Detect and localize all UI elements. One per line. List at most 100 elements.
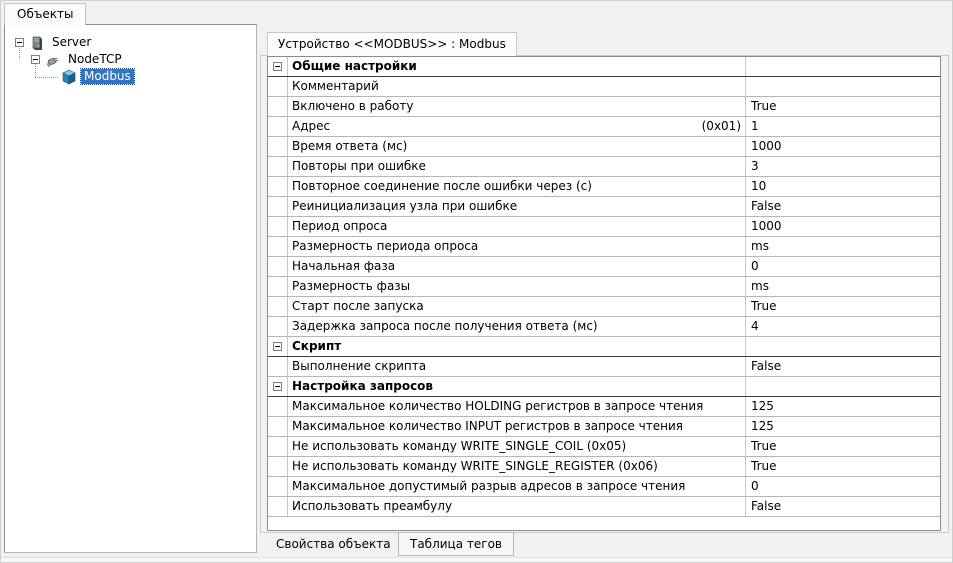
property-row[interactable]: Размерность периода опроса ms: [268, 237, 940, 257]
expander-cell[interactable]: [268, 57, 288, 76]
property-value-cell[interactable]: True: [746, 97, 940, 116]
property-value-cell[interactable]: True: [746, 437, 940, 456]
tab-device-modbus[interactable]: Устройство <<MODBUS>> : Modbus: [267, 32, 517, 56]
tree-item-label[interactable]: NodeTCP: [68, 52, 122, 66]
property-value-cell[interactable]: True: [746, 297, 940, 316]
property-name-cell[interactable]: Комментарий: [288, 77, 746, 96]
property-value-cell[interactable]: False: [746, 357, 940, 376]
property-value-cell[interactable]: 125: [746, 417, 940, 436]
property-group-row[interactable]: Скрипт: [268, 337, 940, 357]
property-name-cell[interactable]: Не использовать команду WRITE_SINGLE_COI…: [288, 437, 746, 456]
property-value-cell[interactable]: 1000: [746, 137, 940, 156]
property-name: Старт после запуска: [292, 299, 424, 313]
property-row[interactable]: Адрес (0x01) 1: [268, 117, 940, 137]
property-name-cell[interactable]: Адрес (0x01): [288, 117, 746, 136]
property-row[interactable]: Повторы при ошибке 3: [268, 157, 940, 177]
property-row[interactable]: Размерность фазы ms: [268, 277, 940, 297]
tree-collapse-toggle[interactable]: [31, 55, 40, 64]
tab-object-properties[interactable]: Свойства объекта: [265, 533, 402, 556]
expander-cell[interactable]: [268, 337, 288, 356]
property-value-cell[interactable]: 0: [746, 257, 940, 276]
property-name-cell[interactable]: Размерность периода опроса: [288, 237, 746, 256]
property-value-cell[interactable]: [746, 377, 940, 396]
property-name-cell[interactable]: Скрипт: [288, 337, 746, 356]
property-name: Использовать преамбулу: [292, 499, 453, 513]
property-value-cell[interactable]: [746, 57, 940, 76]
property-value-cell[interactable]: 4: [746, 317, 940, 336]
property-value-cell[interactable]: False: [746, 497, 940, 516]
property-row[interactable]: Время ответа (мс) 1000: [268, 137, 940, 157]
property-row[interactable]: Начальная фаза 0: [268, 257, 940, 277]
property-name-cell[interactable]: Включено в работу: [288, 97, 746, 116]
bottom-tab-strip: Свойства объекта Таблица тегов: [260, 532, 949, 558]
property-group-row[interactable]: Настройка запросов: [268, 377, 940, 397]
object-tree-panel[interactable]: Server NodeTCP Modbus: [4, 24, 257, 553]
property-row[interactable]: Использовать преамбулу False: [268, 497, 940, 517]
property-name-cell[interactable]: Старт после запуска: [288, 297, 746, 316]
property-row[interactable]: Не использовать команду WRITE_SINGLE_REG…: [268, 457, 940, 477]
tree-item-modbus[interactable]: Modbus: [5, 68, 256, 85]
group-collapse-toggle[interactable]: [273, 62, 282, 71]
property-row[interactable]: Задержка запроса после получения ответа …: [268, 317, 940, 337]
tree-item-label[interactable]: Modbus: [80, 68, 135, 85]
property-name-cell[interactable]: Общие настройки: [288, 57, 746, 76]
group-collapse-toggle[interactable]: [273, 382, 282, 391]
property-row[interactable]: Повторное соединение после ошибки через …: [268, 177, 940, 197]
property-name-cell[interactable]: Начальная фаза: [288, 257, 746, 276]
expander-cell[interactable]: [268, 377, 288, 396]
property-group-row[interactable]: Общие настройки: [268, 57, 940, 77]
property-row[interactable]: Максимальное количество INPUT регистров …: [268, 417, 940, 437]
property-value-cell[interactable]: 1: [746, 117, 940, 136]
property-name: Период опроса: [292, 219, 388, 233]
property-name-cell[interactable]: Время ответа (мс): [288, 137, 746, 156]
property-row[interactable]: Выполнение скрипта False: [268, 357, 940, 377]
property-value-cell[interactable]: ms: [746, 277, 940, 296]
property-row[interactable]: Период опроса 1000: [268, 217, 940, 237]
property-name-cell[interactable]: Выполнение скрипта: [288, 357, 746, 376]
property-name-cell[interactable]: Не использовать команду WRITE_SINGLE_REG…: [288, 457, 746, 476]
tab-tag-table[interactable]: Таблица тегов: [398, 532, 514, 556]
property-value-cell[interactable]: ms: [746, 237, 940, 256]
property-row[interactable]: Включено в работу True: [268, 97, 940, 117]
property-name-cell[interactable]: Максимальное количество HOLDING регистро…: [288, 397, 746, 416]
property-name-cell[interactable]: Использовать преамбулу: [288, 497, 746, 516]
property-row[interactable]: Старт после запуска True: [268, 297, 940, 317]
property-name: Максимальное количество INPUT регистров …: [292, 419, 683, 433]
property-value-cell[interactable]: 3: [746, 157, 940, 176]
property-name: Максимальное допустимый разрыв адресов в…: [292, 479, 686, 493]
tree-item-label[interactable]: Server: [52, 35, 92, 49]
property-row[interactable]: Не использовать команду WRITE_SINGLE_COI…: [268, 437, 940, 457]
tree-item-nodetcp[interactable]: NodeTCP: [5, 51, 256, 68]
property-name-cell[interactable]: Реинициализация узла при ошибке: [288, 197, 746, 216]
property-name-cell[interactable]: Период опроса: [288, 217, 746, 236]
group-collapse-toggle[interactable]: [273, 342, 282, 351]
property-name-cell[interactable]: Повторы при ошибке: [288, 157, 746, 176]
expander-cell: [268, 457, 288, 476]
tree-item-server[interactable]: Server: [5, 34, 256, 51]
property-row[interactable]: Максимальное количество HOLDING регистро…: [268, 397, 940, 417]
property-name-cell[interactable]: Задержка запроса после получения ответа …: [288, 317, 746, 336]
tree-collapse-toggle[interactable]: [15, 38, 24, 47]
property-value-cell[interactable]: 0: [746, 477, 940, 496]
property-value-cell[interactable]: 125: [746, 397, 940, 416]
property-value-cell[interactable]: [746, 77, 940, 96]
property-row[interactable]: Реинициализация узла при ошибке False: [268, 197, 940, 217]
property-value-cell[interactable]: False: [746, 197, 940, 216]
property-name-cell[interactable]: Настройка запросов: [288, 377, 746, 396]
property-value-cell[interactable]: 1000: [746, 217, 940, 236]
property-name-cell[interactable]: Повторное соединение после ошибки через …: [288, 177, 746, 196]
tab-objects[interactable]: Объекты: [4, 3, 87, 25]
property-name: Выполнение скрипта: [292, 359, 427, 373]
property-row[interactable]: Максимальное допустимый разрыв адресов в…: [268, 477, 940, 497]
property-name: Общие настройки: [292, 59, 417, 73]
property-grid[interactable]: Общие настройки Комментарий Включено в раб…: [267, 56, 941, 531]
property-name-cell[interactable]: Максимальное допустимый разрыв адресов в…: [288, 477, 746, 496]
property-name-cell[interactable]: Максимальное количество INPUT регистров …: [288, 417, 746, 436]
property-value-cell[interactable]: True: [746, 457, 940, 476]
property-name-cell[interactable]: Размерность фазы: [288, 277, 746, 296]
property-value: 125: [751, 419, 774, 433]
property-row[interactable]: Комментарий: [268, 77, 940, 97]
property-value-cell[interactable]: 10: [746, 177, 940, 196]
property-value-cell[interactable]: [746, 337, 940, 356]
